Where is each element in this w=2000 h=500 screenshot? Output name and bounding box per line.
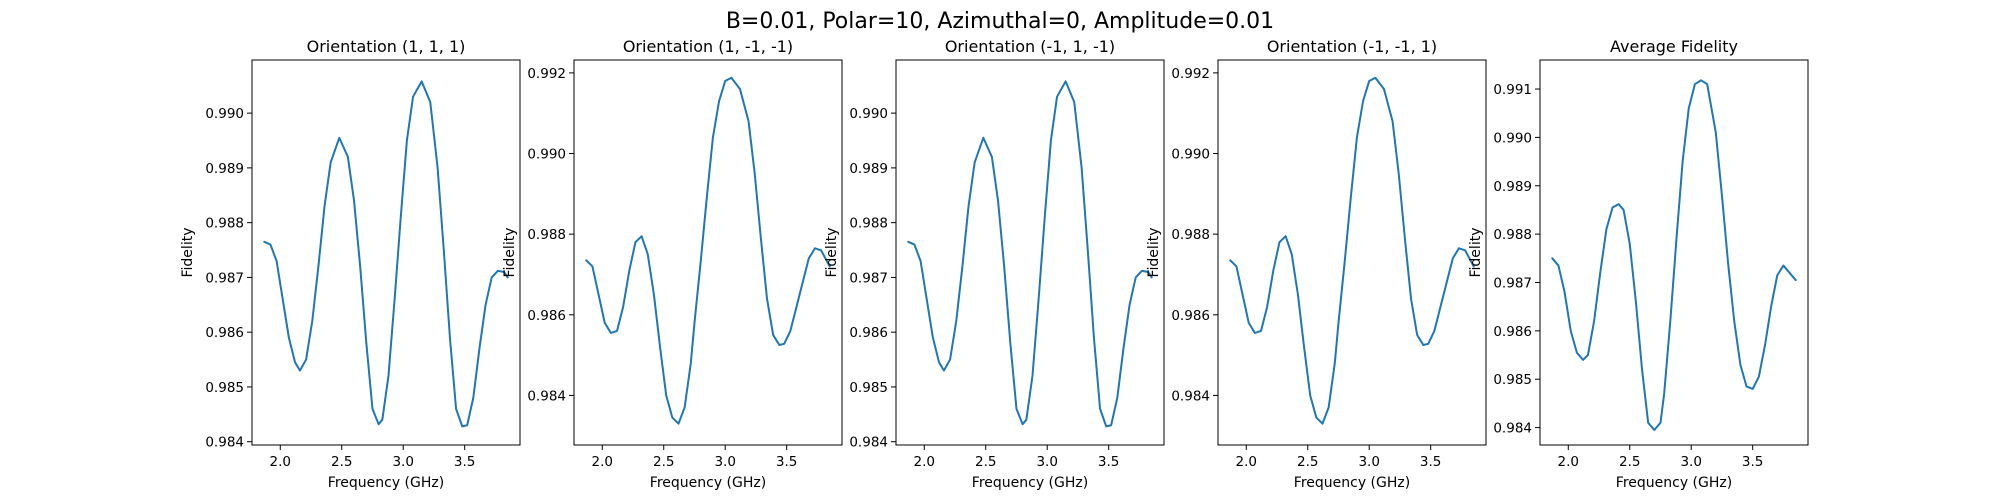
y-tick-label: 0.990 (849, 106, 888, 122)
y-tick-label: 0.988 (1493, 227, 1532, 243)
plot-frame (1217, 59, 1487, 446)
x-tick-label: 2.5 (1619, 454, 1640, 470)
series-line (1229, 76, 1475, 425)
y-tick-label: 0.992 (527, 66, 566, 82)
plot-frame (1539, 59, 1809, 446)
y-tick-label: 0.988 (527, 227, 566, 243)
y-tick-label: 0.984 (1171, 388, 1210, 404)
subplot-4: 2.0 2.5 3.0 3.5 0.984 0.986 0.988 0.990 0.992 Ori… (1146, 37, 1487, 491)
y-tick-label: 0.990 (1493, 130, 1532, 146)
y-axis-label: Fidelity (180, 228, 196, 278)
x-tick-label: 2.0 (1558, 454, 1579, 470)
x-tick-label: 2.5 (653, 454, 674, 470)
y-tick-label: 0.988 (205, 216, 244, 232)
subplot-title: Average Fidelity (1610, 37, 1738, 56)
subplot-title: Orientation (-1, 1, -1) (945, 37, 1115, 56)
subplot-5: 2.0 2.5 3.0 3.5 0.984 0.985 0.986 0.987 0.988 0.9… (1468, 37, 1809, 491)
subplot-title: Orientation (-1, -1, 1) (1267, 37, 1437, 56)
y-tick-label: 0.984 (849, 435, 888, 451)
x-tick-label: 3.0 (392, 454, 413, 470)
x-tick-label: 3.5 (1420, 454, 1441, 470)
subplot-title: Orientation (1, -1, -1) (623, 37, 793, 56)
y-tick-label: 0.984 (527, 388, 566, 404)
x-tick-label: 3.0 (714, 454, 735, 470)
subplot-title: Orientation (1, 1, 1) (307, 37, 466, 56)
y-tick-label: 0.986 (527, 308, 566, 324)
figure-title: B=0.01, Polar=10, Azimuthal=0, Amplitude… (726, 9, 1274, 34)
x-tick-label: 2.0 (914, 454, 935, 470)
y-tick-label: 0.984 (1493, 421, 1532, 437)
y-tick-label: 0.987 (849, 270, 888, 286)
x-tick-label: 2.5 (1297, 454, 1318, 470)
y-tick-label: 0.992 (1171, 66, 1210, 82)
x-axis-label: Frequency (GHz) (650, 475, 766, 491)
series-line (585, 76, 831, 425)
y-tick-label: 0.985 (205, 380, 244, 396)
series-line (907, 80, 1153, 428)
subplot-1: 2.0 2.5 3.0 3.5 0.984 0.985 0.986 0.987 0.988 0.9… (180, 37, 521, 491)
plot-frame (895, 59, 1165, 446)
plot-frame (251, 59, 521, 446)
y-tick-label: 0.989 (849, 161, 888, 177)
x-tick-label: 3.5 (1742, 454, 1763, 470)
x-tick-label: 3.0 (1680, 454, 1701, 470)
series-line (1551, 79, 1797, 432)
subplot-2: 2.0 2.5 3.0 3.5 0.984 0.986 0.988 0.990 0.992 Ori… (502, 37, 843, 491)
y-tick-label: 0.988 (849, 216, 888, 232)
y-tick-label: 0.986 (849, 325, 888, 341)
y-tick-label: 0.990 (205, 106, 244, 122)
y-tick-label: 0.985 (1493, 372, 1532, 388)
y-axis-label: Fidelity (502, 228, 518, 278)
x-axis-label: Frequency (GHz) (972, 475, 1088, 491)
subplot-3: 2.0 2.5 3.0 3.5 0.984 0.985 0.986 0.987 0.988 0.9… (824, 37, 1165, 491)
y-tick-label: 0.988 (1171, 227, 1210, 243)
x-tick-label: 3.5 (454, 454, 475, 470)
x-tick-label: 2.5 (975, 454, 996, 470)
y-axis-label: Fidelity (824, 228, 840, 278)
x-axis-label: Frequency (GHz) (1294, 475, 1410, 491)
y-tick-label: 0.991 (1493, 82, 1532, 98)
series-line (263, 80, 509, 428)
x-axis-label: Frequency (GHz) (328, 475, 444, 491)
y-tick-label: 0.985 (849, 380, 888, 396)
plot-frame (573, 59, 843, 446)
y-axis-label: Fidelity (1468, 228, 1484, 278)
y-tick-label: 0.986 (1171, 308, 1210, 324)
y-tick-label: 0.984 (205, 435, 244, 451)
x-tick-label: 2.5 (331, 454, 352, 470)
y-tick-label: 0.990 (527, 147, 566, 163)
x-tick-label: 2.0 (1236, 454, 1257, 470)
y-tick-label: 0.986 (1493, 324, 1532, 340)
y-tick-label: 0.987 (1493, 275, 1532, 291)
x-axis-label: Frequency (GHz) (1616, 475, 1732, 491)
x-tick-label: 3.0 (1036, 454, 1057, 470)
x-tick-label: 3.5 (776, 454, 797, 470)
y-tick-label: 0.986 (205, 325, 244, 341)
x-tick-label: 2.0 (270, 454, 291, 470)
y-tick-label: 0.989 (1493, 179, 1532, 195)
x-tick-label: 3.0 (1358, 454, 1379, 470)
x-tick-label: 3.5 (1098, 454, 1119, 470)
y-tick-label: 0.989 (205, 161, 244, 177)
y-tick-label: 0.990 (1171, 147, 1210, 163)
y-axis-label: Fidelity (1146, 228, 1162, 278)
x-tick-label: 2.0 (592, 454, 613, 470)
y-tick-label: 0.987 (205, 270, 244, 286)
